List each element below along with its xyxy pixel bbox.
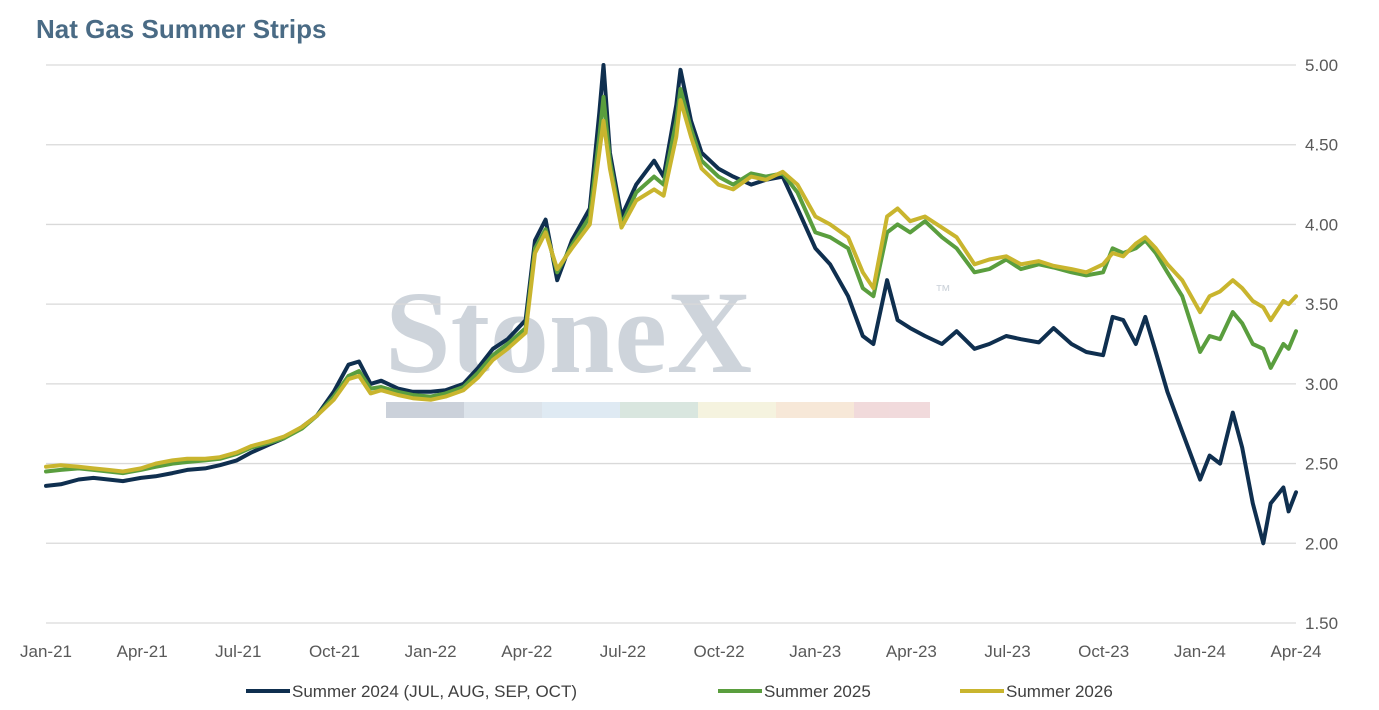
y-tick-label: 2.50 bbox=[1305, 455, 1338, 474]
x-tick-label: Oct-23 bbox=[1078, 642, 1129, 661]
x-axis: Jan-21 Apr-21 Jul-21 Oct-21 Jan-22 Apr-22 Jul-… bbox=[20, 642, 1322, 661]
y-tick-label: 2.00 bbox=[1305, 534, 1338, 553]
x-tick-label: Jul-21 bbox=[215, 642, 261, 661]
y-tick-label: 3.50 bbox=[1305, 295, 1338, 314]
y-axis: 1.50 2.00 2.50 3.00 3.50 4.00 4.50 5.00 bbox=[1305, 56, 1338, 633]
watermark-band-3 bbox=[542, 402, 620, 418]
x-tick-label: Apr-22 bbox=[501, 642, 552, 661]
y-tick-label: 1.50 bbox=[1305, 614, 1338, 633]
x-tick-label: Jan-23 bbox=[789, 642, 841, 661]
x-tick-label: Apr-23 bbox=[886, 642, 937, 661]
legend: Summer 2024 (JUL, AUG, SEP, OCT) Summer 2… bbox=[246, 682, 1113, 701]
y-tick-label: 4.50 bbox=[1305, 136, 1338, 155]
watermark-band-5 bbox=[698, 402, 776, 418]
legend-label: Summer 2024 (JUL, AUG, SEP, OCT) bbox=[292, 682, 577, 701]
x-tick-label: Apr-24 bbox=[1270, 642, 1321, 661]
watermark-tm: ™ bbox=[935, 283, 951, 300]
x-tick-label: Jan-21 bbox=[20, 642, 72, 661]
legend-label: Summer 2026 bbox=[1006, 682, 1113, 701]
x-tick-label: Oct-22 bbox=[694, 642, 745, 661]
x-tick-label: Jul-23 bbox=[984, 642, 1030, 661]
y-tick-label: 4.00 bbox=[1305, 215, 1338, 234]
x-tick-label: Jan-24 bbox=[1174, 642, 1226, 661]
series-line-3 bbox=[44, 98, 1298, 474]
watermark-band-2 bbox=[464, 402, 542, 418]
legend-label: Summer 2025 bbox=[764, 682, 871, 701]
watermark-band-1 bbox=[386, 402, 464, 418]
watermark-band-4 bbox=[620, 402, 698, 418]
watermark-band-6 bbox=[776, 402, 854, 418]
watermark-text: StoneX bbox=[385, 267, 752, 398]
x-tick-label: Apr-21 bbox=[117, 642, 168, 661]
y-tick-label: 5.00 bbox=[1305, 56, 1338, 75]
chart-title: Nat Gas Summer Strips bbox=[36, 14, 327, 44]
watermark: StoneX ™ bbox=[385, 267, 951, 418]
gridlines bbox=[46, 64, 1296, 624]
y-tick-label: 3.00 bbox=[1305, 375, 1338, 394]
x-tick-label: Jul-22 bbox=[600, 642, 646, 661]
watermark-band-7 bbox=[854, 402, 930, 418]
x-tick-label: Jan-22 bbox=[405, 642, 457, 661]
series-lines bbox=[44, 63, 1298, 546]
x-tick-label: Oct-21 bbox=[309, 642, 360, 661]
